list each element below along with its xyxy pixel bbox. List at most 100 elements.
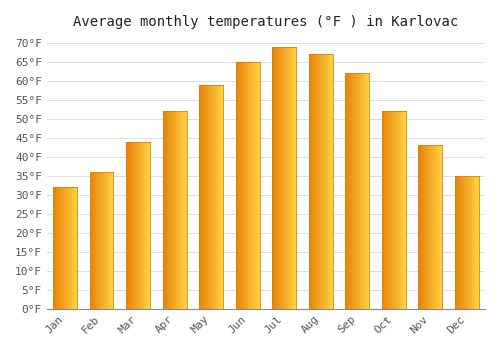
- Bar: [311, 54, 312, 309]
- Bar: [359, 73, 360, 309]
- Bar: [354, 73, 355, 309]
- Bar: [220, 85, 222, 309]
- Bar: [209, 85, 210, 309]
- Bar: [103, 172, 104, 309]
- Bar: [427, 145, 428, 309]
- Bar: [438, 145, 439, 309]
- Bar: [389, 111, 390, 309]
- Bar: [68, 187, 69, 309]
- Bar: [93, 172, 94, 309]
- Bar: [460, 176, 461, 309]
- Bar: [473, 176, 474, 309]
- Bar: [394, 111, 396, 309]
- Bar: [238, 62, 239, 309]
- Bar: [350, 73, 351, 309]
- Bar: [130, 142, 131, 309]
- Bar: [458, 176, 459, 309]
- Bar: [54, 187, 55, 309]
- Bar: [322, 54, 323, 309]
- Bar: [218, 85, 219, 309]
- Bar: [388, 111, 389, 309]
- Bar: [272, 47, 273, 309]
- Bar: [60, 187, 61, 309]
- Bar: [390, 111, 392, 309]
- Bar: [330, 54, 331, 309]
- Bar: [97, 172, 98, 309]
- Bar: [138, 142, 139, 309]
- Bar: [455, 176, 456, 309]
- Bar: [293, 47, 294, 309]
- Bar: [250, 62, 251, 309]
- Bar: [419, 145, 420, 309]
- Bar: [316, 54, 318, 309]
- Bar: [397, 111, 398, 309]
- Bar: [101, 172, 102, 309]
- Bar: [358, 73, 359, 309]
- Bar: [181, 111, 182, 309]
- Bar: [211, 85, 212, 309]
- Bar: [170, 111, 172, 309]
- Bar: [285, 47, 286, 309]
- Bar: [432, 145, 434, 309]
- Bar: [59, 187, 60, 309]
- Bar: [61, 187, 62, 309]
- Bar: [242, 62, 243, 309]
- Bar: [294, 47, 296, 309]
- Bar: [142, 142, 143, 309]
- Bar: [70, 187, 72, 309]
- Bar: [424, 145, 426, 309]
- Bar: [107, 172, 108, 309]
- Bar: [459, 176, 460, 309]
- Bar: [288, 47, 289, 309]
- Bar: [466, 176, 468, 309]
- Bar: [208, 85, 209, 309]
- Bar: [168, 111, 169, 309]
- Bar: [57, 187, 58, 309]
- Bar: [464, 176, 465, 309]
- Bar: [200, 85, 201, 309]
- Bar: [132, 142, 134, 309]
- Bar: [255, 62, 256, 309]
- Bar: [111, 172, 112, 309]
- Bar: [256, 62, 257, 309]
- Bar: [110, 172, 111, 309]
- Bar: [239, 62, 240, 309]
- Bar: [253, 62, 254, 309]
- Bar: [431, 145, 432, 309]
- Bar: [348, 73, 350, 309]
- Bar: [74, 187, 76, 309]
- Bar: [65, 187, 66, 309]
- Bar: [204, 85, 205, 309]
- Bar: [420, 145, 422, 309]
- Bar: [313, 54, 314, 309]
- Bar: [134, 142, 135, 309]
- Bar: [214, 85, 215, 309]
- Bar: [398, 111, 400, 309]
- Bar: [135, 142, 136, 309]
- Bar: [326, 54, 327, 309]
- Bar: [430, 145, 431, 309]
- Bar: [470, 176, 472, 309]
- Bar: [324, 54, 326, 309]
- Bar: [465, 176, 466, 309]
- Bar: [126, 142, 127, 309]
- Bar: [396, 111, 397, 309]
- Bar: [105, 172, 106, 309]
- Bar: [131, 142, 132, 309]
- Bar: [108, 172, 110, 309]
- Bar: [169, 111, 170, 309]
- Bar: [361, 73, 362, 309]
- Bar: [439, 145, 440, 309]
- Bar: [173, 111, 174, 309]
- Bar: [236, 62, 238, 309]
- Bar: [240, 62, 242, 309]
- Bar: [292, 47, 293, 309]
- Bar: [328, 54, 330, 309]
- Bar: [315, 54, 316, 309]
- Bar: [403, 111, 404, 309]
- Bar: [206, 85, 207, 309]
- Bar: [323, 54, 324, 309]
- Bar: [56, 187, 57, 309]
- Bar: [94, 172, 96, 309]
- Bar: [76, 187, 77, 309]
